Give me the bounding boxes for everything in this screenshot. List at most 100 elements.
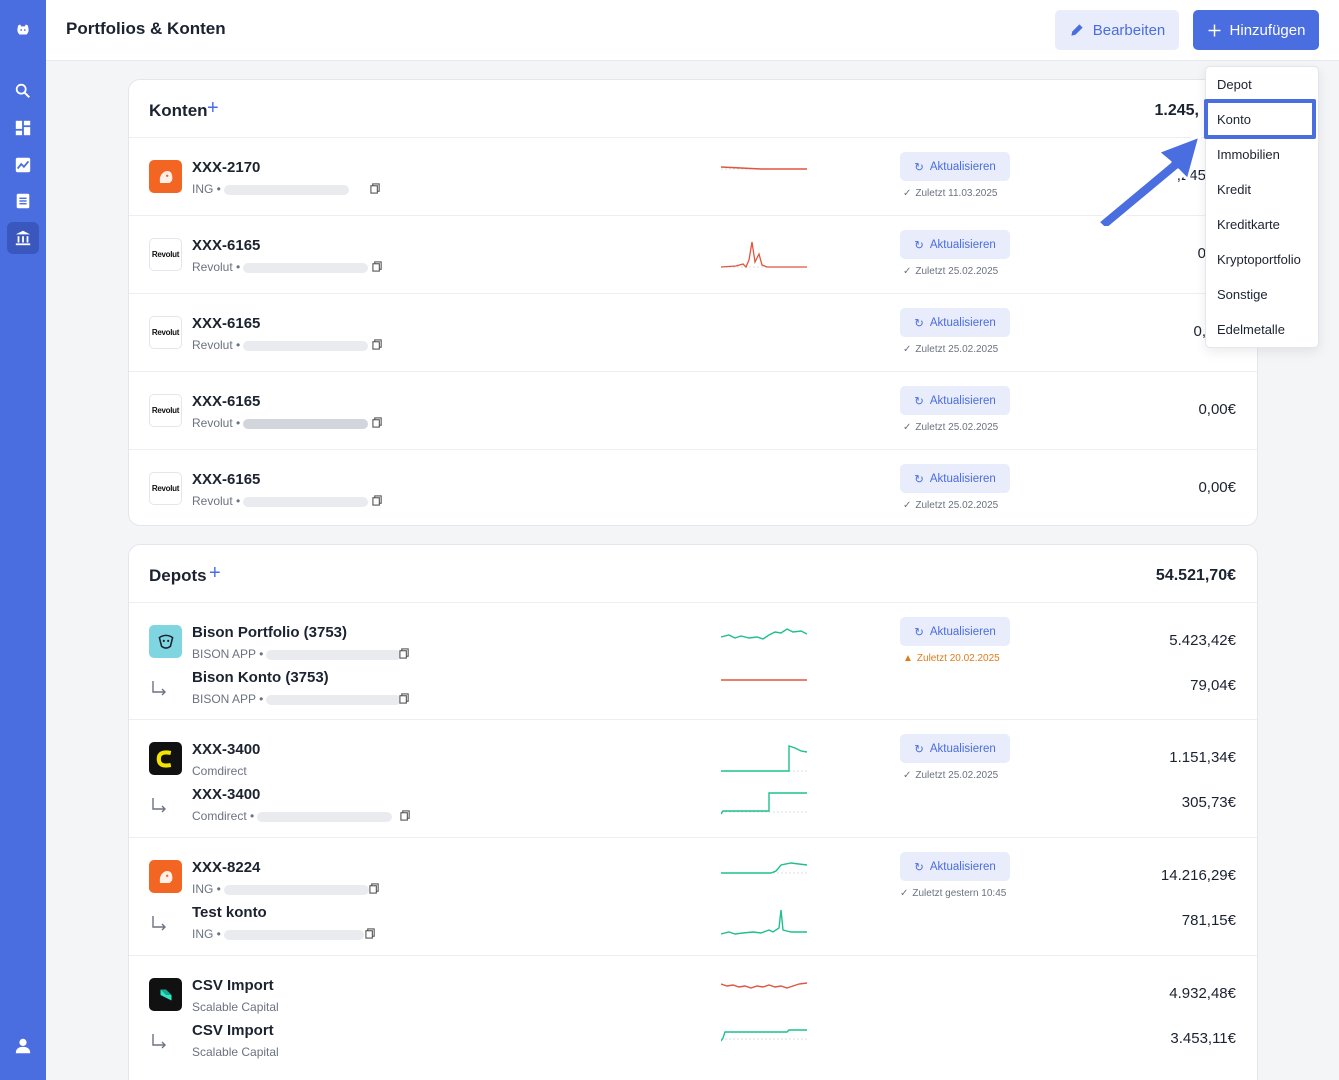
refresh-icon: ↻ [914, 317, 924, 330]
copy-icon[interactable] [399, 648, 410, 659]
depot-amount: 4.932,48€ [1169, 985, 1236, 1002]
user-icon[interactable] [7, 1030, 39, 1062]
copy-icon[interactable] [372, 261, 383, 272]
check-icon: ✓ [903, 266, 912, 277]
page-title: Portfolios & Konten [66, 19, 226, 38]
last-updated: ✓ Zuletzt 25.02.2025 [903, 770, 999, 781]
check-icon: ✓ [903, 770, 912, 781]
konto-row[interactable]: Revolut XXX-6165 Revolut • ↻ Aktualisiere… [129, 294, 1257, 372]
sparkline [721, 745, 807, 772]
update-button[interactable]: ↻ Aktualisieren [900, 464, 1010, 493]
konto-row[interactable]: Revolut XXX-6165 Revolut • ↻ Aktualisiere… [129, 216, 1257, 294]
konto-name: XXX-6165 [192, 471, 261, 488]
konto-name: XXX-6165 [192, 315, 261, 332]
menu-item-edelmetalle[interactable]: Edelmetalle [1217, 322, 1285, 337]
sparkline [721, 862, 807, 874]
depot-name: CSV Import [192, 977, 274, 994]
konto-bank: Revolut • [192, 338, 369, 352]
sub-account-bank: Scalable Capital [192, 1045, 279, 1059]
pencil-icon [1071, 24, 1083, 36]
copy-icon[interactable] [372, 339, 383, 350]
konto-name: XXX-2170 [192, 159, 261, 176]
konto-name: XXX-6165 [192, 237, 261, 254]
last-updated-warning: ▲ Zuletzt 20.02.2025 [903, 653, 1000, 664]
copy-icon[interactable] [372, 417, 383, 428]
konten-title: Konten [149, 101, 208, 120]
add-depot-plus-icon[interactable]: + [209, 562, 221, 584]
sub-account-bank: BISON APP • [192, 692, 402, 706]
copy-icon[interactable] [370, 183, 381, 194]
plus-icon [1208, 24, 1221, 36]
depot-group[interactable]: CSV Import Scalable Capital CSV Import S… [129, 956, 1257, 1074]
konto-amount: 0,00€ [1198, 401, 1236, 418]
update-button[interactable]: ↻ Aktualisieren [900, 308, 1010, 337]
menu-item-kryptoportfolio[interactable]: Kryptoportfolio [1217, 252, 1301, 267]
update-button[interactable]: ↻ Aktualisieren [900, 852, 1010, 881]
depot-amount: 5.423,42€ [1169, 632, 1236, 649]
update-button[interactable]: ↻ Aktualisieren [900, 617, 1010, 646]
add-button[interactable]: Hinzufügen [1193, 10, 1319, 50]
sub-account-name: Test konto [192, 904, 267, 921]
konto-row[interactable]: Revolut XXX-6165 Revolut • ↻ Aktualisiere… [129, 372, 1257, 450]
konten-card: Konten + 1.245, XXX-2170 ING • ↻ Aktualis… [128, 79, 1258, 526]
check-icon: ✓ [903, 188, 912, 199]
copy-icon[interactable] [372, 495, 383, 506]
sparkline [721, 909, 807, 935]
copy-icon[interactable] [399, 693, 410, 704]
konto-bank: Revolut • [192, 494, 369, 508]
sparkline [721, 982, 807, 989]
list-icon[interactable] [7, 185, 39, 217]
search-icon[interactable] [7, 75, 39, 107]
warning-icon: ▲ [903, 653, 913, 664]
add-konto-plus-icon[interactable]: + [207, 97, 219, 119]
depot-group[interactable]: XXX-8224 ING • Test konto ING • ↻ Aktuali… [129, 838, 1257, 956]
copy-icon[interactable] [369, 883, 380, 894]
refresh-icon: ↻ [914, 161, 924, 174]
copy-icon[interactable] [400, 810, 411, 821]
menu-item-kredit[interactable]: Kredit [1217, 182, 1251, 197]
konto-row[interactable]: Revolut XXX-6165 Revolut • ↻ Aktualisiere… [129, 450, 1257, 525]
revolut-logo-icon: Revolut [149, 472, 182, 505]
highlight-box [1204, 99, 1316, 139]
menu-item-konto[interactable]: Konto [1217, 112, 1251, 127]
sub-account-amount: 3.453,11€ [1170, 1030, 1236, 1047]
depots-title: Depots [149, 566, 207, 585]
depot-name: XXX-8224 [192, 859, 261, 876]
depot-group[interactable]: Bison Portfolio (3753) BISON APP • Bison… [129, 603, 1257, 720]
menu-item-sonstige[interactable]: Sonstige [1217, 287, 1268, 302]
sub-account-name: XXX-3400 [192, 786, 261, 803]
dashboard-icon[interactable] [7, 112, 39, 144]
refresh-icon: ↻ [914, 395, 924, 408]
bank-icon[interactable] [7, 222, 39, 254]
sparkline [721, 241, 807, 269]
copy-icon[interactable] [365, 928, 376, 939]
depot-group[interactable]: XXX-3400 Comdirect XXX-3400 Comdirect • … [129, 720, 1257, 838]
menu-item-immobilien[interactable]: Immobilien [1217, 147, 1280, 162]
sparkline [721, 1029, 807, 1042]
depot-name: Bison Portfolio (3753) [192, 624, 348, 641]
last-updated: ✓ Zuletzt 11.03.2025 [903, 188, 998, 199]
menu-item-depot[interactable]: Depot [1217, 77, 1252, 92]
sub-account-arrow-icon [152, 916, 166, 931]
depot-bank: Scalable Capital [192, 1000, 279, 1014]
depots-header: Depots + 54.521,70€ [129, 545, 1257, 603]
menu-item-kreditkarte[interactable]: Kreditkarte [1217, 217, 1280, 232]
scalable-logo-icon [149, 978, 182, 1011]
konto-row[interactable]: XXX-2170 ING • ↻ Aktualisieren ✓ Zuletzt 1… [129, 138, 1257, 216]
check-icon: ✓ [900, 888, 909, 899]
update-button[interactable]: ↻ Aktualisieren [900, 386, 1010, 415]
sparkline [721, 679, 807, 681]
chart-icon[interactable] [7, 149, 39, 181]
ing-lion-icon [149, 860, 182, 893]
page-header: Portfolios & Konten Bearbeiten Hinzufüge… [46, 0, 1339, 61]
sub-account-arrow-icon [152, 681, 166, 696]
revolut-logo-icon: Revolut [149, 394, 182, 427]
edit-button[interactable]: Bearbeiten [1055, 10, 1179, 50]
update-button[interactable]: ↻ Aktualisieren [900, 152, 1010, 181]
depot-bank: Comdirect [192, 764, 247, 778]
update-button[interactable]: ↻ Aktualisieren [900, 230, 1010, 259]
sub-account-bank: Comdirect • [192, 809, 393, 823]
last-updated: ✓ Zuletzt 25.02.2025 [903, 344, 999, 355]
logo-icon[interactable] [7, 14, 39, 46]
update-button[interactable]: ↻ Aktualisieren [900, 734, 1010, 763]
